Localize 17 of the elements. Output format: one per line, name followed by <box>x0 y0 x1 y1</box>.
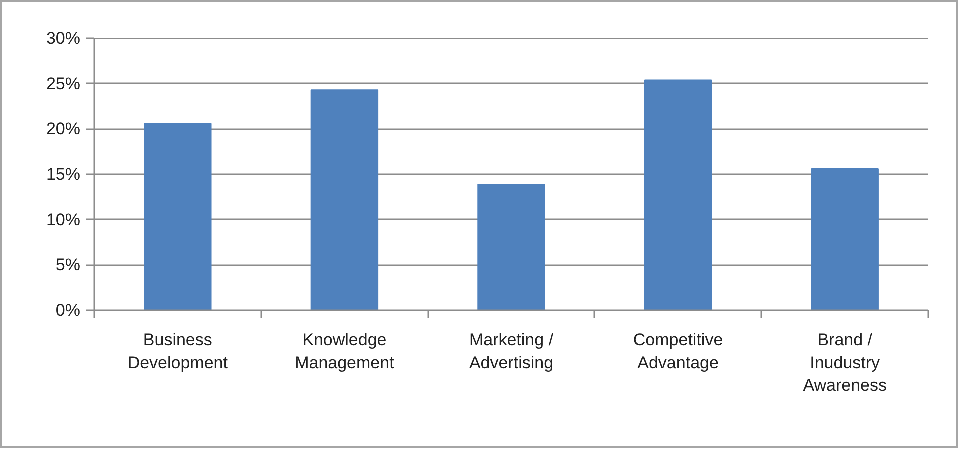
bar <box>644 80 712 310</box>
y-tick-label: 20% <box>46 120 81 139</box>
bar <box>144 123 212 310</box>
x-tick-label: Competitive Advantage <box>633 330 724 372</box>
y-tick-label: 30% <box>46 29 81 48</box>
y-tick-label: 15% <box>46 165 81 184</box>
y-tick-label: 0% <box>56 301 81 320</box>
x-tick-label: Knowledge Management <box>295 330 395 372</box>
x-tick-label: Business Development <box>128 330 228 372</box>
x-tick-label: Marketing / Advertising <box>469 330 554 372</box>
y-tick-label: 5% <box>56 256 81 275</box>
bar <box>310 90 379 310</box>
y-tick-label: 10% <box>46 210 81 230</box>
x-tick-label: Brand / Inudustry Awareness <box>803 330 888 396</box>
y-tick-label: 25% <box>46 74 81 94</box>
bar <box>811 168 879 310</box>
bar <box>478 184 546 310</box>
